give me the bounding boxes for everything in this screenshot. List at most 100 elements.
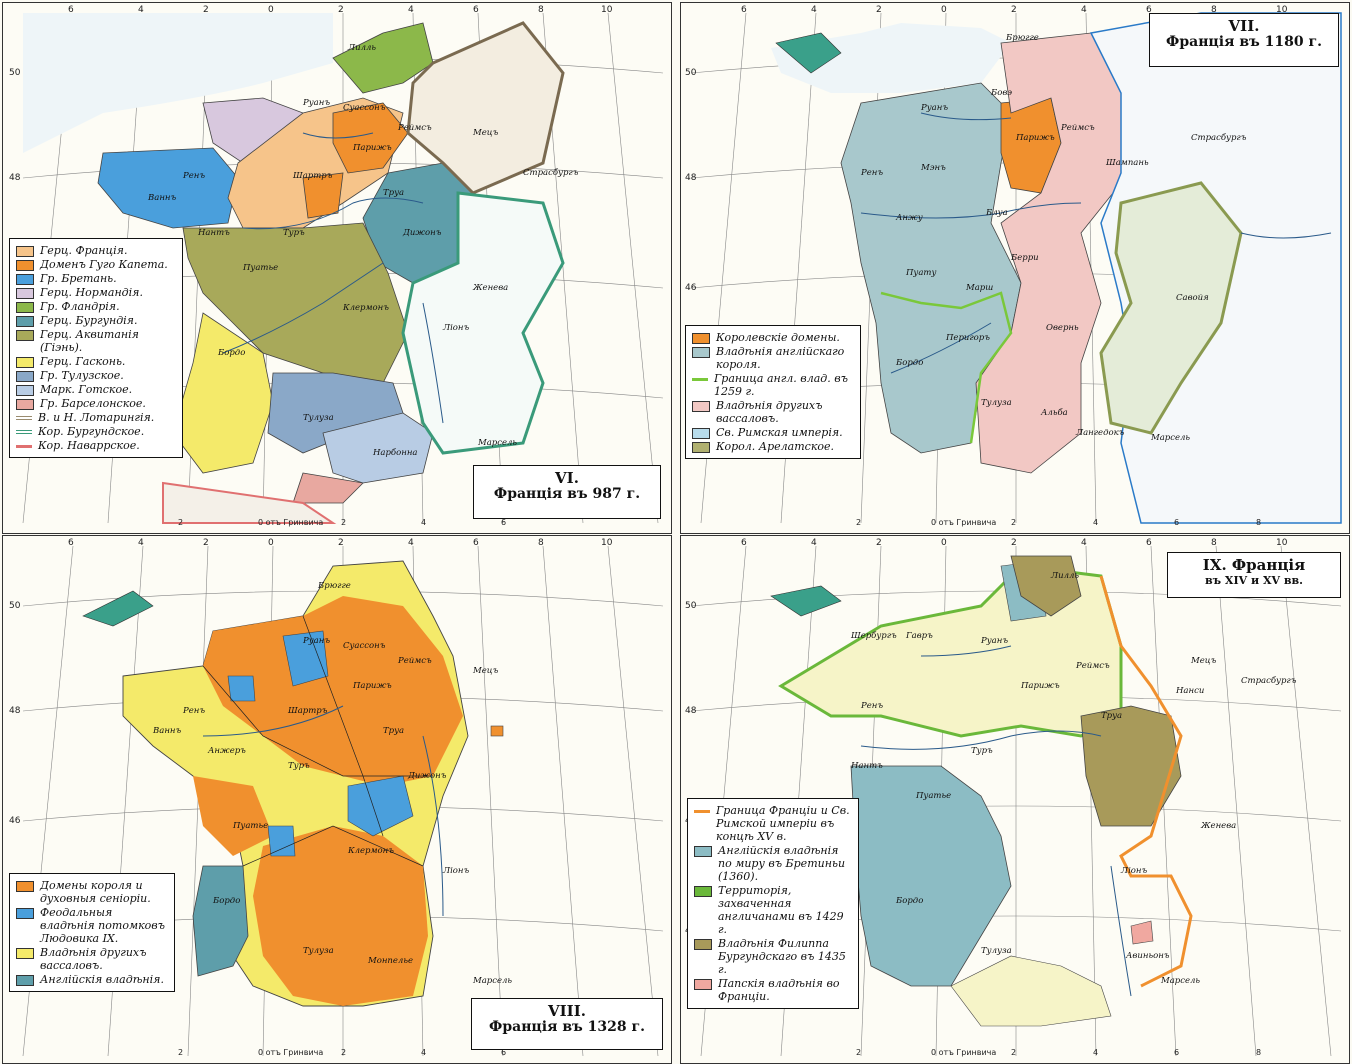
legend-item: Королевскіе домены. [692, 331, 854, 344]
map-numeral: IX. [1202, 556, 1227, 574]
city-label: Бордо [896, 358, 924, 368]
city-label: Монпелье [368, 956, 413, 966]
legend-label: Территорія, захваченная англичанами въ 1… [718, 884, 844, 936]
longitude-label: 8 [1211, 5, 1217, 15]
map-987-legend: Герц. Франція. Доменъ Гуго Капета. Гр. Б… [9, 238, 183, 458]
legend-item: Гр. Бретань. [16, 272, 176, 285]
city-label: Реймсъ [1061, 123, 1095, 133]
city-label: Савойя [1176, 293, 1209, 303]
map-title: Франція въ 987 г. [493, 486, 641, 502]
legend-item: Граница англ. влад. въ 1259 г. [692, 372, 854, 398]
legend-label: Феодальныя владѣнія потомковъ Людовика I… [40, 906, 165, 945]
city-label: Пуатье [233, 821, 269, 831]
city-label: Блуа [986, 208, 1008, 218]
map-1180-legend: Королевскіе домены. Владѣнія англійскаго… [685, 325, 861, 459]
legend-item: Домены короля и духовныя сеніоріи. [16, 879, 168, 905]
legend-label: Владѣнія Филиппа Бургундскаго въ 1435 г. [718, 937, 846, 976]
legend-label: Герц. Аквитанія (Гіэнь). [40, 328, 139, 354]
legend-item: Владѣнія Филиппа Бургундскаго въ 1435 г. [694, 937, 852, 976]
longitude-label: 6 [501, 518, 507, 527]
longitude-label: 8 [1211, 538, 1217, 548]
legend-label: Англійскія владѣнія по миру въ Бретиньи … [718, 844, 846, 883]
legend-item: Владѣнія другихъ вассаловъ. [692, 399, 854, 425]
city-label: Марсель [1161, 976, 1201, 986]
longitude-label: 2 [338, 5, 344, 15]
city-label: Суассонъ [343, 103, 386, 113]
legend-label: Гр. Фландрія. [40, 300, 120, 313]
map-title: Франція въ 1328 г. [489, 1019, 645, 1035]
legend-swatch [692, 428, 710, 439]
longitude-label: 0 [268, 538, 274, 548]
map-panel-987: Лилль Руанъ Суассонъ Реймсъ Парижъ Шартр… [2, 2, 672, 534]
map-panel-xiv-xv: Шербургъ Гавръ Лилль Руанъ Реймсъ Парижъ… [680, 535, 1350, 1064]
legend-swatch [16, 399, 34, 410]
city-label: Суассонъ [343, 641, 386, 651]
city-label: Авиньонъ [1126, 951, 1170, 961]
legend-item: Граница Франціи и Св. Римской имперіи въ… [694, 804, 852, 843]
latitude-label: 50 [9, 68, 21, 78]
legend-label: Гр. Барселонское. [40, 397, 146, 410]
legend-item: Герц. Аквитанія (Гіэнь). [16, 328, 176, 354]
longitude-label: 8 [1256, 518, 1262, 527]
legend-swatch [16, 385, 34, 396]
legend-label: Герц. Бургундія. [40, 314, 138, 327]
legend-item: Феодальныя владѣнія потомковъ Людовика I… [16, 906, 168, 945]
city-label: Труа [383, 188, 405, 198]
longitude-label: 10 [601, 538, 613, 548]
city-label: Мецъ [1191, 656, 1217, 666]
city-label: Шербургъ [851, 631, 897, 641]
map-panel-1328: Брюгге Руанъ Суассонъ Реймсъ Парижъ Шарт… [2, 535, 672, 1064]
city-label: Шартръ [293, 171, 333, 181]
legend-item: Англійскія владѣнія по миру въ Бретиньи … [694, 844, 852, 883]
city-label: Шартръ [288, 706, 328, 716]
longitude-label: 0 [941, 538, 947, 548]
city-label: Марсель [478, 438, 518, 448]
longitude-label: 6 [1146, 538, 1152, 548]
longitude-label: 4 [421, 518, 427, 527]
legend-swatch [16, 445, 32, 448]
legend-item: Кор. Наваррское. [16, 439, 176, 452]
longitude-label: 2 [341, 518, 347, 527]
city-label: Бордо [218, 348, 246, 358]
legend-item: Гр. Фландрія. [16, 300, 176, 313]
longitude-label: 2 [856, 518, 862, 527]
longitude-label: 6 [1174, 1048, 1180, 1057]
longitude-label: 0 отъ Гринвича [931, 1048, 997, 1057]
city-label: Пуату [906, 268, 937, 278]
longitude-label: 8 [538, 538, 544, 548]
legend-label: Англійскія владѣнія. [40, 973, 164, 986]
city-label: Руанъ [303, 98, 330, 108]
longitude-label: 2 [1011, 518, 1017, 527]
legend-label: В. и Н. Лотарингія. [38, 411, 155, 424]
city-label: Парижъ [1016, 133, 1055, 143]
city-label: Ліонъ [443, 323, 470, 333]
legend-label: Герц. Франція. [40, 244, 128, 257]
city-label: Марш [966, 283, 994, 293]
city-label: Бордо [896, 896, 924, 906]
longitude-label: 2 [876, 538, 882, 548]
map-title: IX. Франція [1168, 557, 1340, 573]
longitude-label: 4 [408, 5, 414, 15]
legend-swatch [692, 347, 710, 358]
city-label: Страсбургъ [1191, 133, 1247, 143]
legend-item: Гр. Барселонское. [16, 397, 176, 410]
latitude-label: 50 [9, 601, 21, 611]
city-label: Тулуза [303, 946, 334, 956]
legend-item: Папскія владѣнія во Франціи. [694, 977, 852, 1003]
latitude-label: 48 [9, 706, 21, 716]
legend-swatch [692, 442, 710, 453]
city-label: Парижъ [1021, 681, 1060, 691]
city-label: Руанъ [921, 103, 948, 113]
map-title: Франція въ 1180 г. [1166, 34, 1322, 50]
longitude-label: 0 отъ Гринвича [931, 518, 997, 527]
legend-item: Англійскія владѣнія. [16, 973, 168, 986]
map-xiv-xv-legend: Граница Франціи и Св. Римской имперіи въ… [687, 798, 859, 1009]
longitude-label: 8 [1256, 1048, 1262, 1057]
city-label: Овернь [1046, 323, 1079, 333]
city-label: Труа [1101, 711, 1123, 721]
city-label: Мецъ [473, 666, 499, 676]
longitude-label: 4 [421, 1048, 427, 1057]
longitude-label: 4 [1081, 538, 1087, 548]
latitude-label: 48 [9, 173, 21, 183]
city-label: Пуатье [916, 791, 952, 801]
